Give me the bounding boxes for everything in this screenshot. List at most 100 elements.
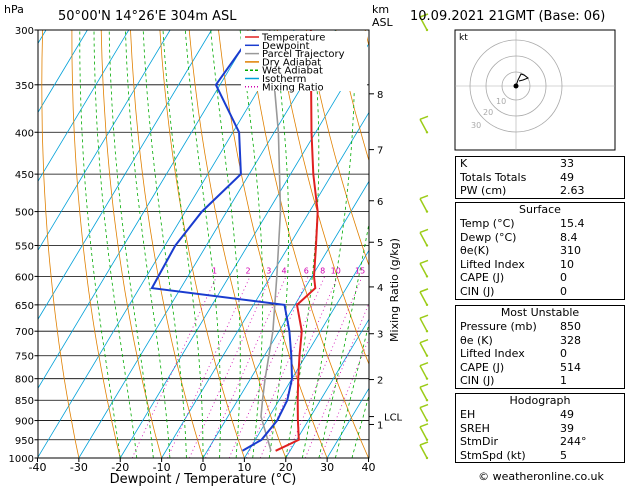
isotherm-line xyxy=(119,42,369,458)
row-label: CAPE (J) xyxy=(460,360,505,374)
wind-barb-base xyxy=(425,419,429,422)
mu-row: CIN (J) 1 xyxy=(456,374,624,388)
row-value: 0 xyxy=(560,271,567,285)
wind-barb xyxy=(419,339,429,357)
dry-adiabat-line xyxy=(41,30,80,458)
surface-row: Temp (°C) 15.4 xyxy=(456,217,624,231)
hodograph-trace xyxy=(515,73,530,87)
wind-barb-staff xyxy=(419,118,428,133)
mixing-ratio-line xyxy=(131,276,217,458)
isotherm-line xyxy=(38,30,254,389)
wet-adiabat-line xyxy=(93,30,138,458)
wind-barb-staff xyxy=(419,444,428,459)
pressure-tick-label: 500 xyxy=(15,208,34,219)
mixing-ratio-line xyxy=(259,276,339,458)
row-label: θe(K) xyxy=(460,244,490,258)
pressure-tick-label: 800 xyxy=(15,375,34,386)
height-tick-label: 7 xyxy=(377,146,383,157)
wind-barb-staff xyxy=(419,198,428,212)
wind-barb-flag xyxy=(419,115,429,120)
dewpoint-profile xyxy=(150,30,294,452)
most-unstable-title: Most Unstable xyxy=(500,306,580,319)
pressure-tick-label: 1000 xyxy=(9,454,34,465)
height-tick-label: 6 xyxy=(377,197,383,208)
wet-adiabat-line xyxy=(285,30,320,458)
wind-barb xyxy=(419,259,429,278)
wind-barb-base xyxy=(425,456,429,460)
legend-background xyxy=(241,31,367,91)
mu-row: Pressure (mb) 850 xyxy=(456,320,624,334)
x-axis-label: Dewpoint / Temperature (°C) xyxy=(110,472,297,486)
temperature-profile xyxy=(275,30,319,452)
height-tick-label: 2 xyxy=(377,376,383,387)
wind-barb-flag xyxy=(419,259,429,265)
height-tick-label: 1 xyxy=(377,420,383,431)
wind-barb-base xyxy=(425,28,429,32)
hodograph-table: Hodograph EH 49 SREH 39 StmDir 244° StmSpd … xyxy=(455,393,625,464)
wind-barb-staff xyxy=(419,386,428,401)
mixing-ratio-label: 2 xyxy=(246,266,251,275)
row-label: CIN (J) xyxy=(460,374,495,388)
most-unstable-table: Most Unstable Pressure (mb) 850 θe (K) 328… xyxy=(455,305,625,389)
row-label: K xyxy=(460,157,468,170)
pressure-tick-label: 350 xyxy=(15,81,34,92)
isotherm-line xyxy=(285,318,369,458)
wind-barb-staff xyxy=(419,232,428,246)
row-label: θe (K) xyxy=(460,333,493,347)
temperature-tick-label: -20 xyxy=(111,461,129,474)
datetime-header: 10.09.2021 21GMT (Base: 06) xyxy=(410,9,605,24)
isotherm-line xyxy=(38,30,171,252)
sounding-profiles xyxy=(150,30,319,452)
pressure-tick-label: 850 xyxy=(15,396,34,407)
wet-adiabat-line xyxy=(79,30,121,458)
dry-adiabat-line xyxy=(100,30,162,458)
indices-row: Totals Totals 49 xyxy=(456,171,624,185)
wind-barb-base xyxy=(425,377,429,380)
mixing-ratio-line xyxy=(246,276,326,458)
row-value: 10 xyxy=(560,257,574,271)
pressure-tick-label: 600 xyxy=(15,272,34,283)
hodograph-unit: kt xyxy=(459,33,468,43)
wind-barb-flag xyxy=(419,441,429,446)
row-label: EH xyxy=(460,408,476,421)
pressure-tick-label: 900 xyxy=(15,417,34,428)
surface-row: θe(K) 310 xyxy=(456,244,624,258)
hodo-row: StmSpd (kt) 5 xyxy=(456,449,624,463)
wind-barb xyxy=(419,115,429,134)
wet-adiabat-line xyxy=(162,30,204,458)
wet-adiabat-line xyxy=(268,30,290,458)
row-label: CAPE (J) xyxy=(460,271,505,285)
dry-adiabat-line xyxy=(130,30,204,458)
legend-label: Temperature xyxy=(261,33,325,44)
surface-row: Dewp (°C) 8.4 xyxy=(456,231,624,245)
legend-label: Parcel Trajectory xyxy=(262,49,345,60)
row-value: 0 xyxy=(560,347,567,361)
wind-barb xyxy=(419,314,429,333)
wet-adiabat-line xyxy=(210,30,241,458)
wind-barb-flag xyxy=(419,361,429,367)
wind-barb-base xyxy=(425,244,429,247)
wind-barb xyxy=(419,288,429,307)
hodograph-ring-label: 10 xyxy=(496,97,506,106)
wind-barb-staff xyxy=(419,291,428,306)
hodo-row: StmDir 244° xyxy=(456,435,624,449)
isotherm-line xyxy=(244,249,369,458)
height-tick-label: 4 xyxy=(377,283,383,294)
wet-adiabat-line xyxy=(318,221,369,458)
surface-title: Surface xyxy=(519,203,561,216)
wind-barb-base xyxy=(425,354,429,357)
asl-unit-label: ASL xyxy=(372,16,394,29)
row-value: 1 xyxy=(560,374,567,388)
indices-row: K 33 xyxy=(456,157,624,171)
surface-row: CIN (J) 0 xyxy=(456,285,624,299)
hodograph-center-dot xyxy=(513,83,519,89)
mu-row: CAPE (J) 514 xyxy=(456,361,624,375)
temperature-tick-label: 0 xyxy=(200,461,207,474)
pressure-tick-label: 550 xyxy=(15,241,34,252)
row-value: 2.63 xyxy=(560,184,585,198)
dry-adiabat-line xyxy=(306,30,369,267)
isotherm-line xyxy=(78,30,337,458)
row-value: 514 xyxy=(560,360,581,374)
